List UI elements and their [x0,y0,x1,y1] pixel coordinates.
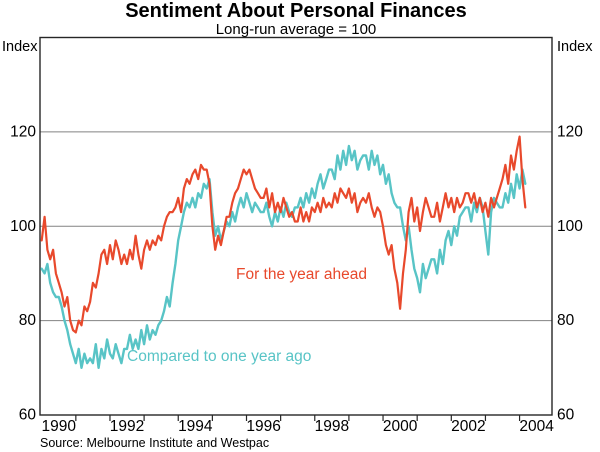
x-label-1992: 1992 [110,418,144,435]
x-label-1994: 1994 [178,418,213,435]
source-note: Source: Melbourne Institute and Westpac [40,436,270,450]
x-label-2004: 2004 [519,418,554,435]
x-label-1998: 1998 [315,418,349,435]
chart-title: Sentiment About Personal Finances [125,0,467,22]
y-label-right-100: 100 [557,218,583,235]
series-label-year-ahead: For the year ahead [236,266,367,283]
series-line-one-year-ago [40,144,527,369]
series-line-year-ahead [40,135,527,334]
y-label-right-80: 80 [557,312,575,329]
y-label-right-60: 60 [557,407,575,424]
y-axis-unit-left: Index [2,39,38,55]
y-label-left-100: 100 [10,218,36,235]
series-label-one-year-ago: Compared to one year ago [127,348,312,365]
x-label-1996: 1996 [246,418,280,435]
y-label-left-60: 60 [19,407,37,424]
x-label-2000: 2000 [383,418,418,435]
chart-subtitle: Long-run average = 100 [215,21,377,38]
y-axis-unit-right: Index [557,39,593,55]
y-label-left-80: 80 [19,312,37,329]
y-label-right-120: 120 [557,123,583,140]
x-label-2002: 2002 [451,418,485,435]
x-label-1990: 1990 [42,418,77,435]
plot-border [39,36,553,416]
y-label-left-120: 120 [10,123,36,140]
